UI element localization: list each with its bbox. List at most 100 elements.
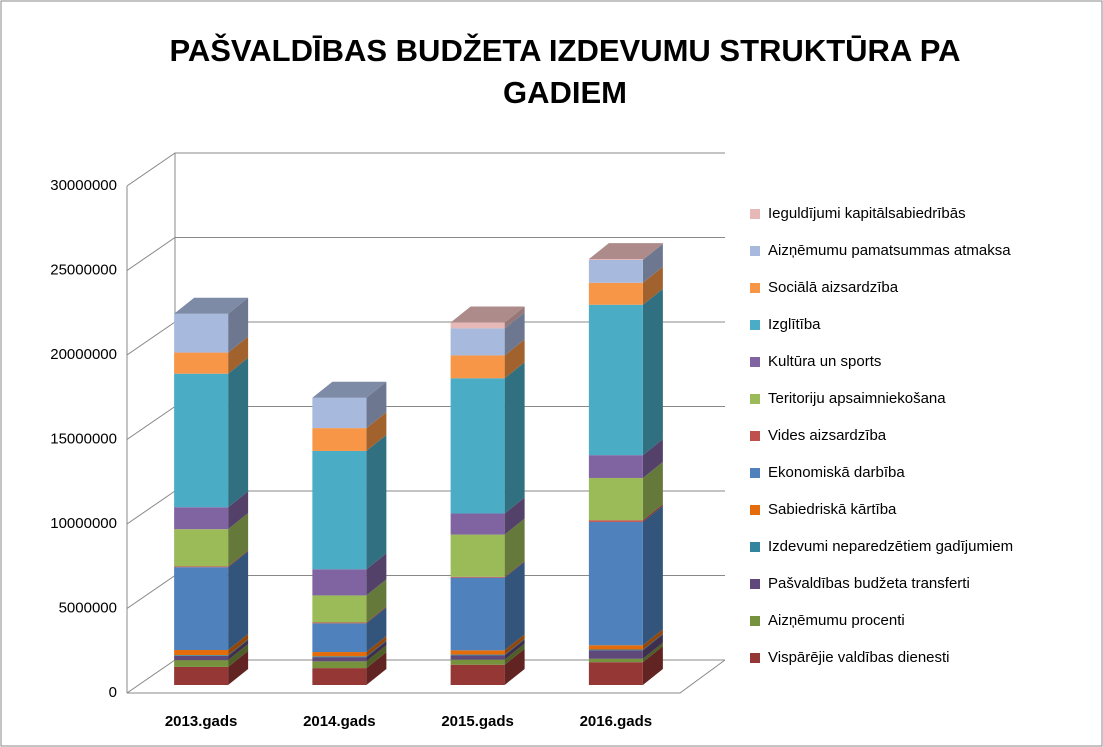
grid-line: [126, 152, 725, 187]
bar-segment: [312, 428, 367, 451]
bar-segment: [174, 313, 229, 353]
bar-segment: [174, 650, 229, 656]
bar-segment: [588, 477, 643, 521]
bar-segment: [588, 259, 643, 260]
bar-segment: [174, 567, 229, 651]
bar-side: [504, 561, 525, 651]
bar-side: [228, 550, 249, 568]
bar-side: [228, 639, 249, 656]
bar-segment: [312, 397, 367, 429]
bar-side: [504, 639, 525, 660]
legend-swatch: [750, 246, 760, 256]
bar-segment: [312, 657, 367, 662]
legend-label: Aizņēmumu pamatsummas atmaksa: [768, 242, 1011, 259]
bar-side: [504, 306, 525, 329]
bar-segment: [174, 373, 229, 508]
bar-segment: [312, 622, 367, 624]
bar-side: [642, 243, 663, 260]
floor: [127, 659, 726, 694]
bar-top: [588, 243, 663, 260]
bar-side: [504, 312, 525, 356]
bar-side: [504, 638, 525, 656]
bar-segment: [312, 661, 367, 669]
grid-line: [126, 237, 725, 271]
legend-swatch: [750, 209, 760, 219]
y-tick-label: 20000000: [50, 346, 117, 363]
bar-segment: [450, 513, 505, 535]
bar-side: [642, 642, 663, 663]
bar-segment: [312, 652, 367, 657]
bar-side: [504, 518, 525, 577]
y-tick-label: 5000000: [59, 599, 117, 616]
bar-segment: [588, 645, 643, 650]
bar-segment: [174, 529, 229, 567]
legend-swatch: [750, 431, 760, 441]
bar-segment: [588, 649, 643, 651]
bar-side: [228, 336, 249, 374]
bar-side: [642, 629, 663, 650]
legend-swatch: [750, 394, 760, 404]
bar-side: [228, 639, 249, 661]
bar-side: [642, 646, 663, 685]
bar-segment: [312, 656, 367, 658]
bar-segment: [174, 655, 229, 661]
bar-segment: [450, 378, 505, 514]
bar-side: [228, 650, 249, 685]
bar-side: [228, 634, 249, 656]
bar-segment: [450, 577, 505, 651]
bar-side: [642, 439, 663, 478]
legend-label: Ieguldījumi kapitālsabiedrībās: [768, 205, 966, 222]
bar-segment: [312, 623, 367, 653]
bar-side: [366, 607, 387, 653]
bar-segment: [588, 521, 643, 646]
bar-segment: [450, 322, 505, 329]
legend-label: Teritoriju apsaimniekošana: [768, 390, 946, 407]
legend-swatch: [750, 505, 760, 515]
x-tick-label: 2014.gads: [303, 713, 376, 730]
bar-side: [366, 412, 387, 451]
bar-top: [174, 297, 249, 314]
bar-segment: [450, 655, 505, 660]
bar-segment: [588, 520, 643, 522]
bar-side: [366, 579, 387, 623]
chart-title: PAŠVALDĪBAS BUDŽETA IZDEVUMU STRUKTŪRA P…: [169, 33, 961, 110]
bar-segment: [312, 595, 367, 623]
bar-side: [366, 641, 387, 662]
bar-side: [366, 553, 387, 596]
bar-segment: [450, 328, 505, 356]
bar-side: [642, 461, 663, 521]
bar-segment: [450, 654, 505, 656]
bar-segment: [588, 259, 643, 283]
legend-label: Vispārējie valdības dienesti: [768, 649, 950, 666]
bar-segment: [450, 576, 505, 578]
bar-side: [504, 648, 525, 685]
bar-segment: [174, 655, 229, 656]
bar-side: [366, 636, 387, 657]
bar-segment: [450, 659, 505, 665]
legend-swatch: [750, 283, 760, 293]
bar-segment: [312, 450, 367, 570]
legend-swatch: [750, 357, 760, 367]
bar-segment: [450, 534, 505, 577]
bar-side: [228, 551, 249, 651]
bar-top: [450, 306, 525, 323]
bar-side: [366, 652, 387, 685]
y-tick-label: 0: [109, 684, 117, 701]
bar-side: [642, 504, 663, 522]
bar-segment: [174, 660, 229, 667]
bar-segment: [588, 650, 643, 659]
x-tick-label: 2016.gads: [580, 713, 653, 730]
bar-side: [228, 297, 249, 353]
bar-segment: [174, 507, 229, 530]
legend-label: Izglītība: [768, 316, 821, 333]
x-tick-label: 2013.gads: [165, 713, 238, 730]
legend-swatch: [750, 542, 760, 552]
bar-segment: [174, 566, 229, 568]
legend-swatch: [750, 653, 760, 663]
bar-side: [504, 497, 525, 535]
bar-side: [642, 243, 663, 283]
bar-side: [642, 288, 663, 456]
bar-side: [504, 643, 525, 665]
bar-side: [504, 339, 525, 379]
